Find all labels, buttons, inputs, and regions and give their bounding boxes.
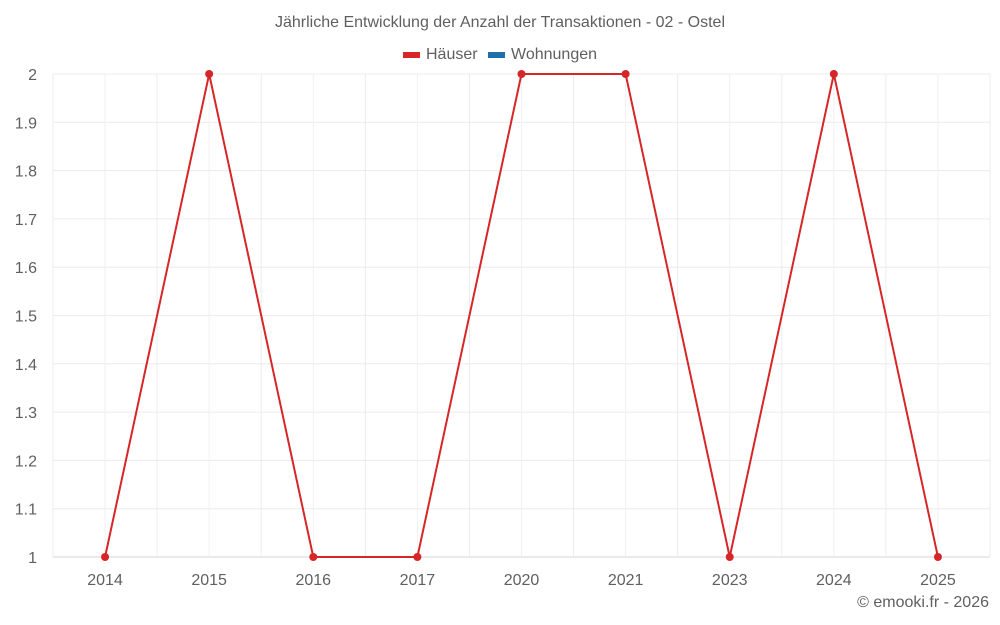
data-point[interactable] xyxy=(829,70,838,78)
x-tick-label: 2023 xyxy=(712,572,748,589)
y-tick-label: 1.1 xyxy=(15,502,37,519)
data-point[interactable] xyxy=(101,553,110,561)
x-tick-label: 2017 xyxy=(400,572,436,589)
y-tick-label: 1.3 xyxy=(15,405,37,422)
series-haeuser xyxy=(101,70,942,561)
data-point[interactable] xyxy=(517,70,526,78)
x-tick-label: 2024 xyxy=(816,572,852,589)
data-point[interactable] xyxy=(205,70,214,78)
data-point[interactable] xyxy=(309,553,318,561)
x-tick-label: 2020 xyxy=(504,572,540,589)
y-tick-label: 1.4 xyxy=(15,357,37,374)
x-tick-label: 2021 xyxy=(608,572,644,589)
data-point[interactable] xyxy=(621,70,630,78)
y-tick-label: 1.8 xyxy=(15,164,37,181)
x-tick-label: 2014 xyxy=(87,572,123,589)
data-point[interactable] xyxy=(725,553,734,561)
y-tick-label: 2 xyxy=(28,67,37,84)
y-tick-label: 1 xyxy=(28,550,37,567)
data-point[interactable] xyxy=(413,553,422,561)
grid-lines xyxy=(52,73,991,558)
y-tick-label: 1.9 xyxy=(15,115,37,132)
copyright-credit: © emooki.fr - 2026 xyxy=(857,594,989,611)
chart-legend: Häuser Wohnungen xyxy=(0,45,1000,64)
y-tick-label: 1.5 xyxy=(15,309,37,326)
y-tick-label: 1.2 xyxy=(15,453,37,470)
legend-item-haeuser[interactable]: Häuser xyxy=(402,46,478,64)
x-tick-label: 2015 xyxy=(191,572,227,589)
x-tick-label: 2025 xyxy=(920,572,956,589)
data-point[interactable] xyxy=(933,553,942,561)
legend-label: Wohnungen xyxy=(511,46,598,63)
legend-swatch-icon xyxy=(488,52,506,58)
legend-swatch-icon xyxy=(402,52,420,58)
x-tick-label: 2016 xyxy=(295,572,331,589)
y-tick-label: 1.7 xyxy=(15,212,37,229)
legend-label: Häuser xyxy=(425,46,478,63)
y-tick-label: 1.6 xyxy=(15,260,37,277)
chart-title: Jährliche Entwicklung der Anzahl der Tra… xyxy=(274,14,725,31)
legend-item-wohnungen[interactable]: Wohnungen xyxy=(488,46,597,64)
x-axis: 2014 2015 2016 2017 2020 2021 2023 2024 2025 xyxy=(87,572,956,589)
y-axis: 1 1.1 1.2 1.3 1.4 1.5 1.6 1.7 1.8 1.9 2 xyxy=(15,67,37,567)
